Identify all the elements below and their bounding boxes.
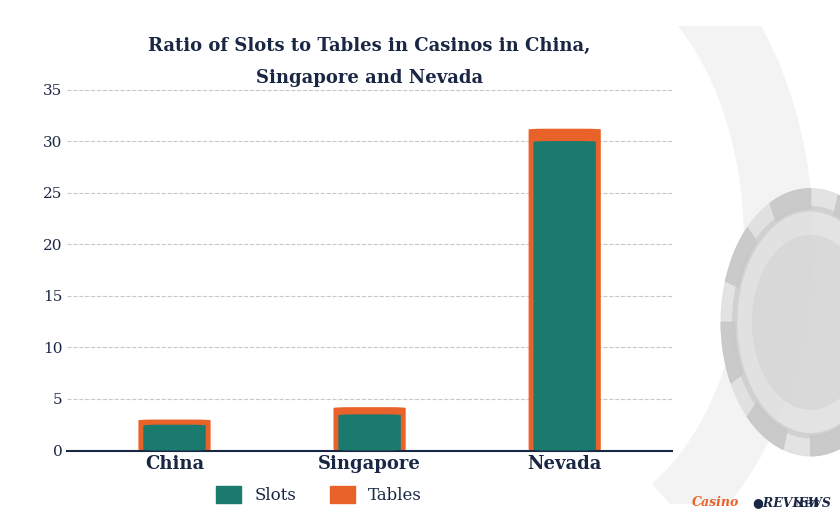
Text: Casino: Casino <box>692 496 739 509</box>
Bar <box>139 420 211 450</box>
Bar <box>333 407 406 450</box>
FancyBboxPatch shape <box>333 407 406 450</box>
Circle shape <box>722 189 840 456</box>
Bar <box>144 425 206 450</box>
Text: .NET: .NET <box>792 500 819 509</box>
Bar <box>533 141 596 450</box>
FancyBboxPatch shape <box>528 129 601 450</box>
FancyBboxPatch shape <box>533 141 596 450</box>
Text: Ratio of Slots to Tables in Casinos in China,: Ratio of Slots to Tables in Casinos in C… <box>149 37 591 55</box>
Wedge shape <box>726 228 757 287</box>
FancyBboxPatch shape <box>139 420 211 450</box>
Bar <box>339 414 401 450</box>
Text: Singapore and Nevada: Singapore and Nevada <box>256 69 483 87</box>
Wedge shape <box>834 195 840 242</box>
Text: ●REVIEWS: ●REVIEWS <box>752 496 831 509</box>
FancyBboxPatch shape <box>339 414 401 450</box>
Wedge shape <box>811 423 840 456</box>
Wedge shape <box>748 402 787 449</box>
Legend: Slots, Tables: Slots, Tables <box>210 480 428 511</box>
FancyBboxPatch shape <box>144 425 206 450</box>
Wedge shape <box>722 322 743 383</box>
Bar <box>528 129 601 450</box>
Wedge shape <box>770 189 811 221</box>
Circle shape <box>753 235 840 409</box>
